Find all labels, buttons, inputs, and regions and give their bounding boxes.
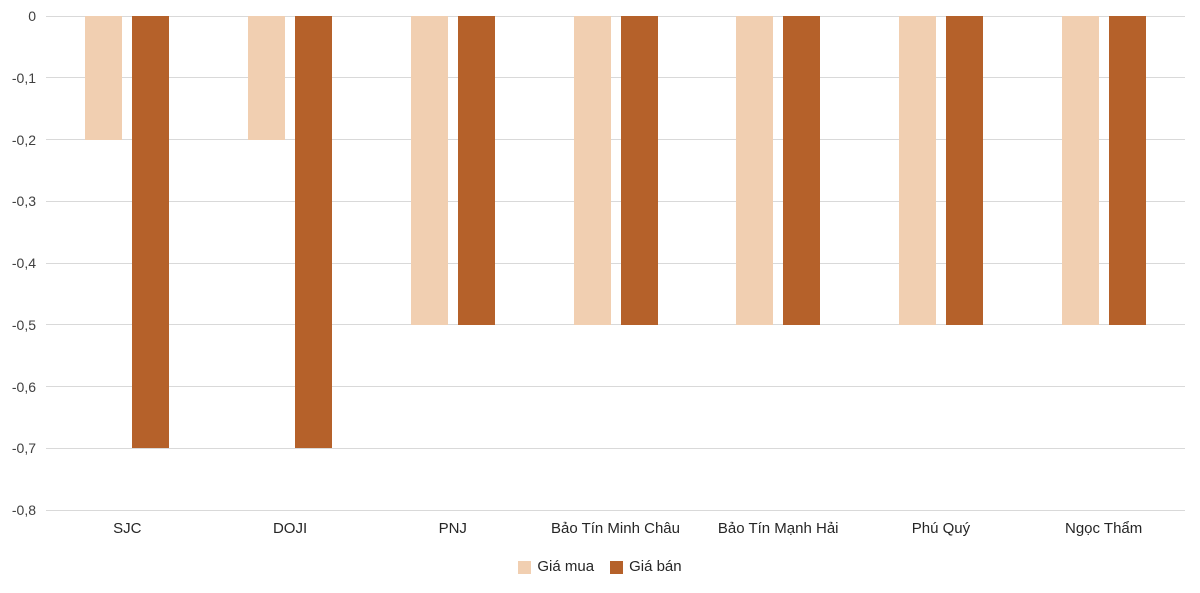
gridline [46, 15, 1185, 17]
bar-giá-mua-7 [1061, 16, 1099, 325]
bar-giá-bán-5 [783, 16, 821, 325]
y-axis-tick-label: -0,3 [11, 193, 36, 210]
x-axis-category-label: Bảo Tín Mạnh Hải [717, 520, 839, 537]
x-axis-category-label: DOJI [272, 520, 308, 537]
bar-giá-bán-7 [1108, 16, 1146, 325]
bar-giá-bán-6 [945, 16, 983, 325]
x-axis-category-label: PNJ [438, 520, 467, 537]
x-axis-category-label: SJC [113, 520, 142, 537]
y-axis-tick-label: -0,6 [11, 378, 36, 395]
gridline [46, 509, 1185, 511]
legend-swatch-icon [610, 560, 624, 574]
bar-giá-mua-5 [736, 16, 774, 325]
y-axis-tick-label: 0 [28, 8, 36, 24]
bar-giá-bán-1 [132, 16, 170, 449]
bar-giá-bán-2 [295, 16, 333, 449]
legend-item: Giá mua [518, 558, 594, 576]
y-axis-tick-label: -0,2 [11, 131, 36, 148]
x-axis-category-label: Bảo Tín Minh Châu [551, 520, 680, 537]
legend-label: Giá mua [537, 558, 595, 575]
gridline [46, 324, 1185, 326]
y-axis-tick-label: -0,5 [11, 316, 36, 333]
gridline [46, 139, 1185, 140]
legend-item: Giá bán [610, 558, 682, 576]
x-axis-category-label: Ngọc Thẩm [1065, 520, 1143, 537]
gridline [46, 262, 1185, 264]
bar-giá-bán-3 [457, 16, 495, 325]
y-axis-tick-label: -0,8 [11, 502, 36, 518]
legend-swatch-icon [518, 560, 532, 574]
gridline [46, 77, 1185, 79]
y-axis-tick-label: -0,1 [11, 69, 36, 86]
bar-giá-mua-4 [573, 16, 611, 325]
gridline [46, 447, 1185, 449]
gridline [46, 200, 1185, 202]
bar-giá-bán-4 [620, 16, 658, 325]
gridline [46, 386, 1185, 387]
legend-label: Giá bán [629, 558, 682, 575]
bar-giá-mua-3 [410, 16, 448, 325]
y-axis-tick-label: -0,7 [11, 440, 36, 457]
bar-giá-mua-6 [898, 16, 936, 325]
y-axis-tick-label: -0,4 [11, 255, 36, 271]
bar-giá-mua-1 [85, 16, 123, 140]
bar-giá-mua-2 [248, 16, 286, 140]
x-axis-category-label: Phú Quý [911, 520, 971, 537]
chart-legend: Giá mua Giá bán [0, 558, 1200, 576]
